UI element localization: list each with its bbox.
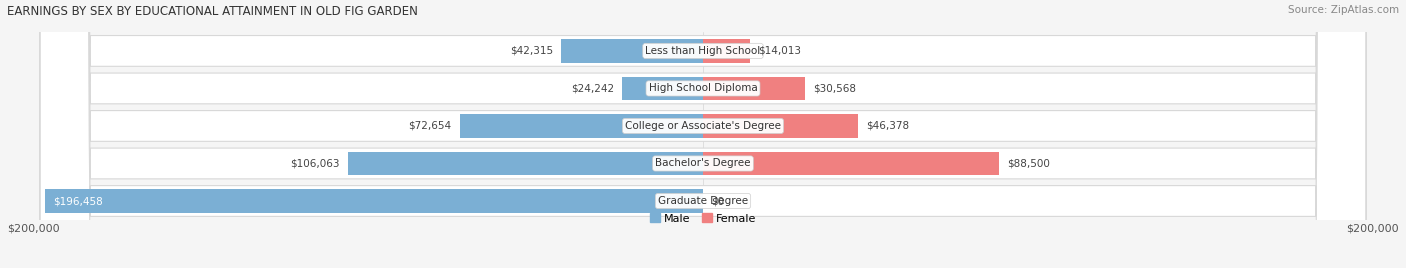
FancyBboxPatch shape (41, 0, 1365, 268)
Text: $24,242: $24,242 (571, 83, 614, 94)
Bar (45, 189, 703, 213)
Text: Source: ZipAtlas.com: Source: ZipAtlas.com (1288, 5, 1399, 15)
Text: $72,654: $72,654 (409, 121, 451, 131)
Bar (703, 39, 749, 62)
Bar (460, 114, 703, 137)
FancyBboxPatch shape (41, 0, 1365, 268)
Text: Graduate Degree: Graduate Degree (658, 196, 748, 206)
Text: $46,378: $46,378 (866, 121, 910, 131)
Bar (703, 114, 858, 137)
FancyBboxPatch shape (41, 0, 1365, 268)
Text: Bachelor's Degree: Bachelor's Degree (655, 158, 751, 169)
Bar (621, 77, 703, 100)
Text: $196,458: $196,458 (53, 196, 103, 206)
Text: High School Diploma: High School Diploma (648, 83, 758, 94)
Bar (561, 39, 703, 62)
Text: $88,500: $88,500 (1007, 158, 1050, 169)
Legend: Male, Female: Male, Female (650, 213, 756, 224)
Text: EARNINGS BY SEX BY EDUCATIONAL ATTAINMENT IN OLD FIG GARDEN: EARNINGS BY SEX BY EDUCATIONAL ATTAINMEN… (7, 5, 418, 18)
Text: $106,063: $106,063 (291, 158, 340, 169)
Text: $0: $0 (711, 196, 724, 206)
Bar (347, 152, 703, 175)
Text: $30,568: $30,568 (813, 83, 856, 94)
Text: $42,315: $42,315 (510, 46, 554, 56)
Text: Less than High School: Less than High School (645, 46, 761, 56)
Text: College or Associate's Degree: College or Associate's Degree (626, 121, 780, 131)
Bar (703, 77, 806, 100)
FancyBboxPatch shape (41, 0, 1365, 268)
Bar (703, 152, 1000, 175)
FancyBboxPatch shape (41, 0, 1365, 268)
Text: $14,013: $14,013 (758, 46, 801, 56)
